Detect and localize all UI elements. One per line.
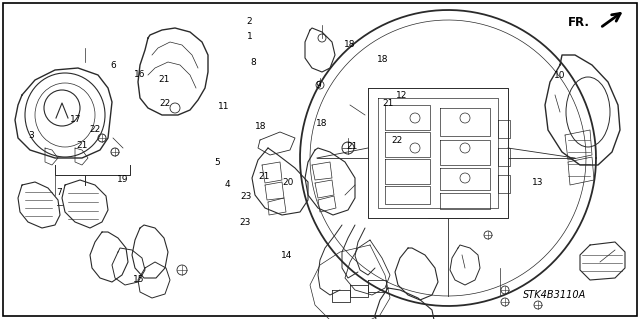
Text: 19: 19 (117, 175, 129, 184)
Text: 22: 22 (159, 99, 171, 108)
Text: 20: 20 (282, 178, 294, 187)
Text: 9: 9 (316, 81, 321, 90)
Text: 23: 23 (239, 218, 251, 227)
Text: 18: 18 (255, 122, 266, 130)
Text: 17: 17 (70, 115, 81, 124)
Text: 2: 2 (247, 17, 252, 26)
Text: 18: 18 (316, 119, 328, 128)
Text: 21: 21 (159, 75, 170, 84)
Text: 7: 7 (56, 189, 61, 197)
Text: 1: 1 (247, 32, 252, 41)
Text: 8: 8 (250, 58, 255, 67)
Text: 21: 21 (346, 142, 358, 151)
Text: 6: 6 (111, 61, 116, 70)
Text: 10: 10 (554, 71, 566, 80)
Text: 11: 11 (218, 102, 230, 111)
Text: 5: 5 (215, 158, 220, 167)
Text: 15: 15 (133, 275, 145, 284)
Text: 21: 21 (383, 99, 394, 108)
Text: 14: 14 (281, 251, 292, 260)
Text: 22: 22 (89, 125, 100, 134)
Text: FR.: FR. (568, 16, 590, 28)
Text: STK4B3110A: STK4B3110A (524, 290, 587, 300)
Text: 18: 18 (377, 55, 388, 63)
Text: 4: 4 (225, 180, 230, 189)
Text: 12: 12 (396, 91, 407, 100)
Text: 13: 13 (532, 178, 543, 187)
Text: 18: 18 (344, 40, 356, 49)
Text: 21: 21 (76, 141, 88, 150)
Text: 21: 21 (258, 172, 269, 181)
Text: 23: 23 (241, 192, 252, 201)
Text: 22: 22 (391, 136, 403, 145)
Text: 16: 16 (134, 70, 145, 79)
Text: 3: 3 (28, 131, 33, 140)
